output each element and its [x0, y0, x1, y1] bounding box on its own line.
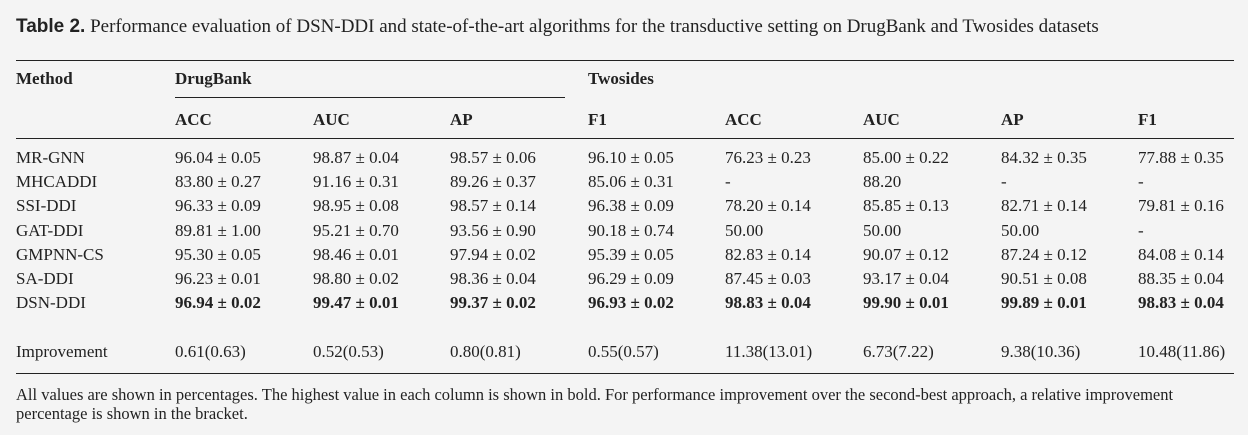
cell: 97.94 ± 0.02 [450, 244, 536, 264]
cell: 76.23 ± 0.23 [725, 148, 811, 167]
row-label: Improvement [16, 342, 108, 361]
cell: 78.20 ± 0.14 [725, 196, 811, 216]
cell: 96.23 ± 0.01 [175, 269, 261, 288]
cell: 84.08 ± 0.14 [1138, 244, 1224, 264]
method-header: Method [16, 69, 73, 88]
cell: 11.38(13.01) [725, 342, 813, 361]
cell: 88.20 [863, 172, 902, 192]
cell: 85.85 ± 0.13 [863, 196, 949, 216]
cell: 98.46 ± 0.01 [313, 244, 399, 264]
cell: 96.94 ± 0.02 [175, 293, 261, 313]
row-label: MR-GNN [16, 148, 85, 167]
cell: 90.07 ± 0.12 [863, 244, 949, 264]
cell: 98.87 ± 0.04 [313, 148, 399, 167]
cell: 95.21 ± 0.70 [313, 220, 399, 240]
cell: 90.51 ± 0.08 [1001, 269, 1087, 288]
cell: 0.52(0.53) [313, 342, 384, 361]
column-header: AUC [313, 110, 350, 129]
row-label: GMPNN-CS [16, 244, 104, 264]
cell: 82.71 ± 0.14 [1001, 196, 1087, 216]
cell: 0.61(0.63) [175, 342, 246, 361]
cell: 98.83 ± 0.04 [725, 293, 811, 313]
cell: 87.45 ± 0.03 [725, 269, 811, 288]
row-label: SSI-DDI [16, 196, 77, 216]
cell: 95.39 ± 0.05 [588, 244, 674, 264]
cell: 50.00 [725, 220, 764, 240]
row-label: GAT-DDI [16, 220, 84, 240]
cell: 9.38(10.36) [1001, 342, 1081, 361]
group-rule [175, 97, 565, 98]
group-header: DrugBank [175, 69, 252, 88]
cell: 6.73(7.22) [863, 342, 934, 361]
cell: 99.37 ± 0.02 [450, 293, 536, 313]
cell: 96.04 ± 0.05 [175, 148, 261, 167]
cell: 87.24 ± 0.12 [1001, 244, 1087, 264]
row-label: DSN-DDI [16, 293, 86, 313]
cell: 98.95 ± 0.08 [313, 196, 399, 216]
cell: 98.83 ± 0.04 [1138, 293, 1224, 313]
cell: 99.47 ± 0.01 [313, 293, 399, 313]
column-header: AP [450, 110, 473, 129]
bottom-rule [16, 373, 1234, 374]
row-label: SA-DDI [16, 269, 74, 288]
cell: 79.81 ± 0.16 [1138, 196, 1224, 216]
cell: 0.55(0.57) [588, 342, 659, 361]
group-header: Twosides [588, 69, 654, 88]
row-label: MHCADDI [16, 172, 98, 192]
caption-label: Table 2. [16, 16, 86, 37]
cell: - [1138, 220, 1144, 240]
cell: 90.18 ± 0.74 [588, 220, 674, 240]
column-header: AP [1001, 110, 1024, 129]
column-header: ACC [175, 110, 212, 129]
cell: 96.10 ± 0.05 [588, 148, 674, 167]
cell: 89.81 ± 1.00 [175, 220, 261, 240]
cell: 82.83 ± 0.14 [725, 244, 811, 264]
column-header: F1 [588, 110, 607, 129]
cell: 93.56 ± 0.90 [450, 220, 536, 240]
cell: 96.29 ± 0.09 [588, 269, 674, 288]
cell: 98.80 ± 0.02 [313, 269, 399, 288]
cell: 98.57 ± 0.06 [450, 148, 536, 167]
cell: 96.38 ± 0.09 [588, 196, 674, 216]
cell: 99.89 ± 0.01 [1001, 293, 1087, 313]
cell: - [725, 172, 731, 192]
cell: 98.57 ± 0.14 [450, 196, 536, 216]
cell: - [1138, 172, 1144, 192]
footnote: All values are shown in percentages. The… [16, 385, 1174, 423]
column-header: F1 [1138, 110, 1157, 129]
cell: 99.90 ± 0.01 [863, 293, 949, 313]
cell: 50.00 [1001, 220, 1040, 240]
cell: 96.93 ± 0.02 [588, 293, 674, 313]
cell: 95.30 ± 0.05 [175, 244, 261, 264]
caption-text: Performance evaluation of DSN-DDI and st… [90, 16, 1099, 37]
header-rule [16, 138, 1234, 139]
cell: 89.26 ± 0.37 [450, 172, 536, 192]
cell: 85.06 ± 0.31 [588, 172, 674, 192]
cell: 84.32 ± 0.35 [1001, 148, 1087, 167]
cell: 93.17 ± 0.04 [863, 269, 949, 288]
column-header: AUC [863, 110, 900, 129]
cell: 91.16 ± 0.31 [313, 172, 399, 192]
cell: 96.33 ± 0.09 [175, 196, 261, 216]
cell: 88.35 ± 0.04 [1138, 269, 1224, 288]
cell: 50.00 [863, 220, 902, 240]
column-header: ACC [725, 110, 762, 129]
cell: 77.88 ± 0.35 [1138, 148, 1224, 167]
cell: - [1001, 172, 1007, 192]
caption: Table 2. Performance evaluation of DSN-D… [16, 16, 1231, 37]
cell: 10.48(11.86) [1138, 342, 1226, 361]
cell: 98.36 ± 0.04 [450, 269, 536, 288]
top-rule [16, 60, 1234, 61]
cell: 85.00 ± 0.22 [863, 148, 949, 167]
cell: 0.80(0.81) [450, 342, 521, 361]
cell: 83.80 ± 0.27 [175, 172, 261, 192]
